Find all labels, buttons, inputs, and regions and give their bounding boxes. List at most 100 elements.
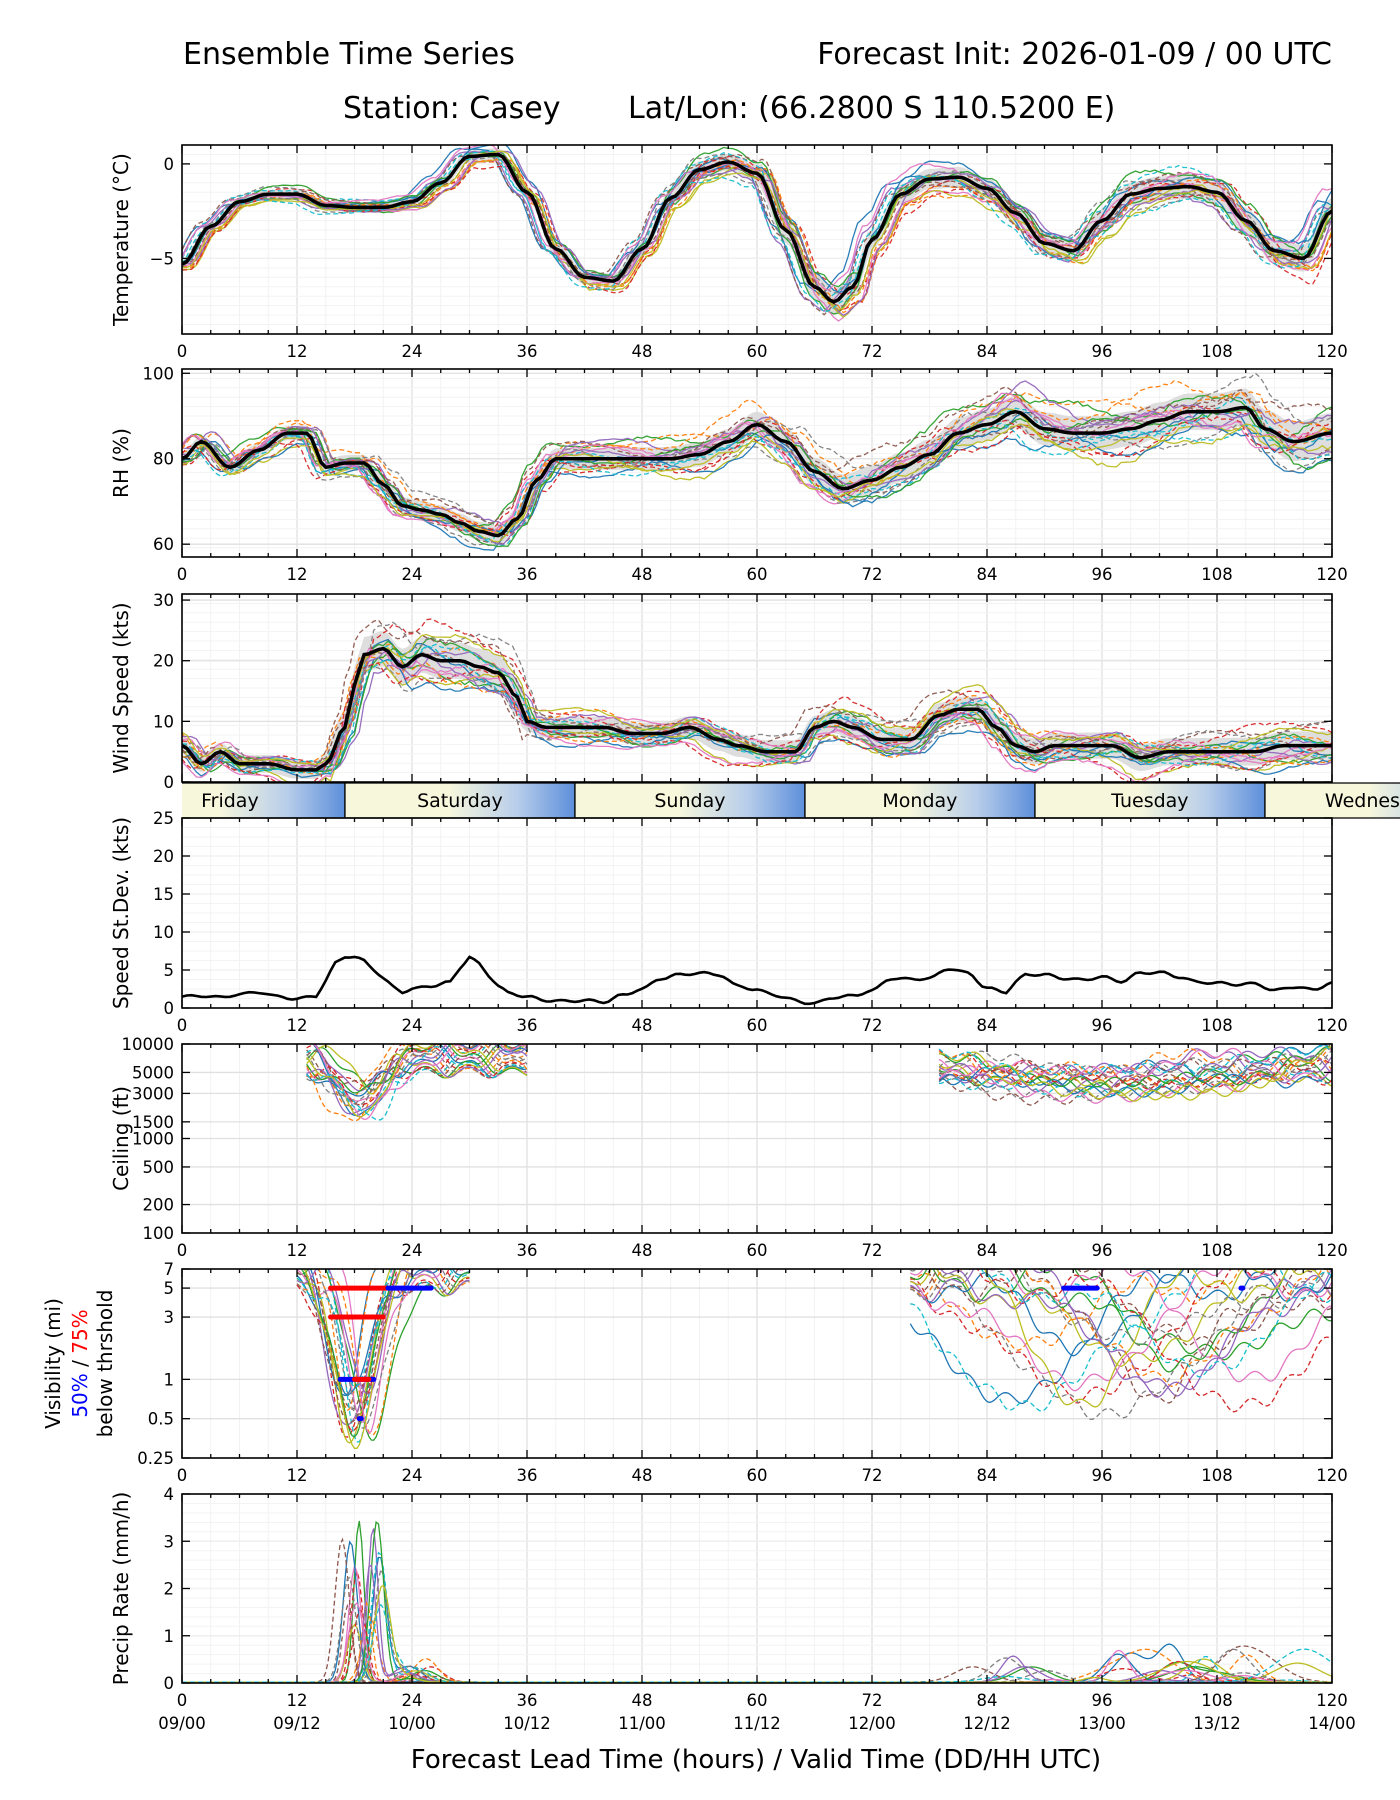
visibility-member-line bbox=[296, 1269, 470, 1388]
temperature-member-line bbox=[182, 153, 1332, 313]
rh-xtick-label: 96 bbox=[1092, 565, 1113, 584]
visibility-member-line bbox=[910, 1269, 1332, 1351]
speed_sd-xtick-label: 120 bbox=[1316, 1016, 1348, 1035]
rh-xtick-label: 60 bbox=[747, 565, 768, 584]
wind-ytick-label: 0 bbox=[164, 773, 175, 792]
wind-member-line bbox=[182, 621, 1332, 770]
rh-xtick-label: 72 bbox=[862, 565, 883, 584]
ceiling-member-line bbox=[313, 1044, 528, 1092]
ceiling-xtick-label: 72 bbox=[862, 1241, 883, 1260]
ceiling-member-line bbox=[306, 1044, 528, 1113]
temperature-member-line bbox=[182, 165, 1332, 311]
precip-ytick-label: 0 bbox=[164, 1674, 175, 1693]
valid-time-label: 12/00 bbox=[848, 1714, 896, 1733]
rh-xtick-label: 84 bbox=[977, 565, 998, 584]
ceiling-member-line bbox=[306, 1044, 528, 1095]
temperature-xtick-label: 108 bbox=[1201, 342, 1233, 361]
temperature-ytick-label: −5 bbox=[150, 249, 174, 268]
visibility-member-line bbox=[910, 1269, 1289, 1408]
temperature-member-line bbox=[182, 146, 1332, 288]
temperature-member-line bbox=[182, 153, 1332, 307]
visibility-threshold-bars bbox=[328, 1285, 1246, 1422]
ceiling-member-line bbox=[938, 1047, 1332, 1081]
title-latlon: Lat/Lon: (66.2800 S 110.5200 E) bbox=[628, 91, 1115, 126]
ceiling-member-line bbox=[306, 1044, 522, 1113]
day-label: Monday bbox=[882, 790, 957, 812]
visibility-member-line bbox=[910, 1269, 1327, 1347]
precip-grid bbox=[181, 1493, 1333, 1684]
rh-member-line bbox=[182, 372, 1332, 528]
visibility-member-line bbox=[935, 1269, 1332, 1367]
speed_sd-xtick-label: 0 bbox=[177, 1016, 188, 1035]
valid-time-label: 11/00 bbox=[618, 1714, 666, 1733]
wind-member-line bbox=[182, 661, 1332, 782]
visibility-ytick-label: 0.25 bbox=[137, 1449, 174, 1468]
temperature-xtick-label: 72 bbox=[862, 342, 883, 361]
visibility-member-line bbox=[910, 1269, 1332, 1397]
ceiling-member-line bbox=[938, 1049, 1332, 1088]
visibility-member-line bbox=[296, 1269, 470, 1395]
temperature-xtick-label: 0 bbox=[177, 342, 188, 361]
day-segment bbox=[1264, 783, 1400, 818]
visibility-ylabel-line3: below thrshold bbox=[93, 1290, 117, 1438]
ceiling-xtick-label: 60 bbox=[747, 1241, 768, 1260]
wind-members bbox=[182, 618, 1332, 782]
ceiling-ytick-label: 10000 bbox=[122, 1035, 175, 1054]
day-label: Sunday bbox=[654, 790, 725, 812]
precip-xtick-label: 36 bbox=[517, 1691, 538, 1710]
visibility-member-line bbox=[296, 1269, 470, 1412]
ceiling-member-line bbox=[938, 1049, 1332, 1082]
visibility-xtick-label: 108 bbox=[1201, 1466, 1233, 1485]
ceiling-member-line bbox=[306, 1044, 528, 1122]
visibility-xtick-label: 72 bbox=[862, 1466, 883, 1485]
rh-member-line bbox=[182, 380, 1332, 533]
visibility-ytick-label: 5 bbox=[164, 1279, 175, 1298]
rh-xtick-label: 0 bbox=[177, 565, 188, 584]
ceiling-ytick-label: 200 bbox=[143, 1196, 175, 1215]
precip-ytick-label: 1 bbox=[164, 1627, 175, 1646]
rh-member-line bbox=[182, 408, 1332, 543]
day-segment bbox=[574, 783, 805, 818]
speed_sd-xtick-label: 108 bbox=[1201, 1016, 1233, 1035]
visibility-xtick-label: 48 bbox=[632, 1466, 653, 1485]
speed_sd-ytick-label: 15 bbox=[153, 885, 174, 904]
precip-member-line bbox=[182, 1609, 1332, 1683]
legend-75-label: 75% bbox=[68, 1309, 92, 1353]
ceiling-ytick-label: 3000 bbox=[132, 1084, 174, 1103]
precip-ytick-label: 2 bbox=[164, 1580, 175, 1599]
visibility-member-line bbox=[932, 1269, 1332, 1361]
ceiling-member-line bbox=[938, 1048, 1332, 1093]
x-axis-title: Forecast Lead Time (hours) / Valid Time … bbox=[411, 1745, 1101, 1775]
visibility-member-line bbox=[317, 1269, 413, 1429]
rh-xtick-label: 36 bbox=[517, 565, 538, 584]
ceiling-member-line bbox=[938, 1046, 1332, 1102]
temperature-ensemble-mean-line bbox=[182, 152, 1332, 304]
precip-xtick-label: 0 bbox=[177, 1691, 188, 1710]
temperature-xtick-label: 60 bbox=[747, 342, 768, 361]
valid-time-label: 12/12 bbox=[963, 1714, 1011, 1733]
day-segment bbox=[344, 783, 575, 818]
day-segment bbox=[804, 783, 1035, 818]
ceiling-ytick-label: 5000 bbox=[132, 1063, 174, 1082]
valid-time-label: 10/12 bbox=[503, 1714, 551, 1733]
ceiling-xtick-label: 12 bbox=[287, 1241, 308, 1260]
temperature-xtick-label: 24 bbox=[402, 342, 423, 361]
rh-member-line bbox=[182, 391, 1332, 531]
temperature-xtick-label: 12 bbox=[287, 342, 308, 361]
rh-member-line bbox=[182, 407, 1332, 548]
wind-ensemble-mean-line bbox=[182, 646, 1332, 772]
wind-member-line bbox=[182, 618, 1332, 766]
visibility-xtick-label: 0 bbox=[177, 1466, 188, 1485]
rh-xtick-label: 24 bbox=[402, 565, 423, 584]
day-label: Friday bbox=[201, 790, 259, 812]
day-bar: Friday Saturday Sunday Monday Tuesday Wednesd… bbox=[182, 782, 1400, 819]
speed_sd-ytick-label: 0 bbox=[164, 999, 175, 1018]
ceiling-member-line bbox=[306, 1044, 528, 1106]
valid-time-label: 09/00 bbox=[158, 1714, 206, 1733]
speed_sd-xtick-label: 96 bbox=[1092, 1016, 1113, 1035]
ceiling-ytick-label: 500 bbox=[143, 1158, 175, 1177]
visibility-xtick-label: 36 bbox=[517, 1466, 538, 1485]
visibility-ytick-label: 1 bbox=[164, 1370, 175, 1389]
day-label: Tuesday bbox=[1110, 790, 1188, 812]
